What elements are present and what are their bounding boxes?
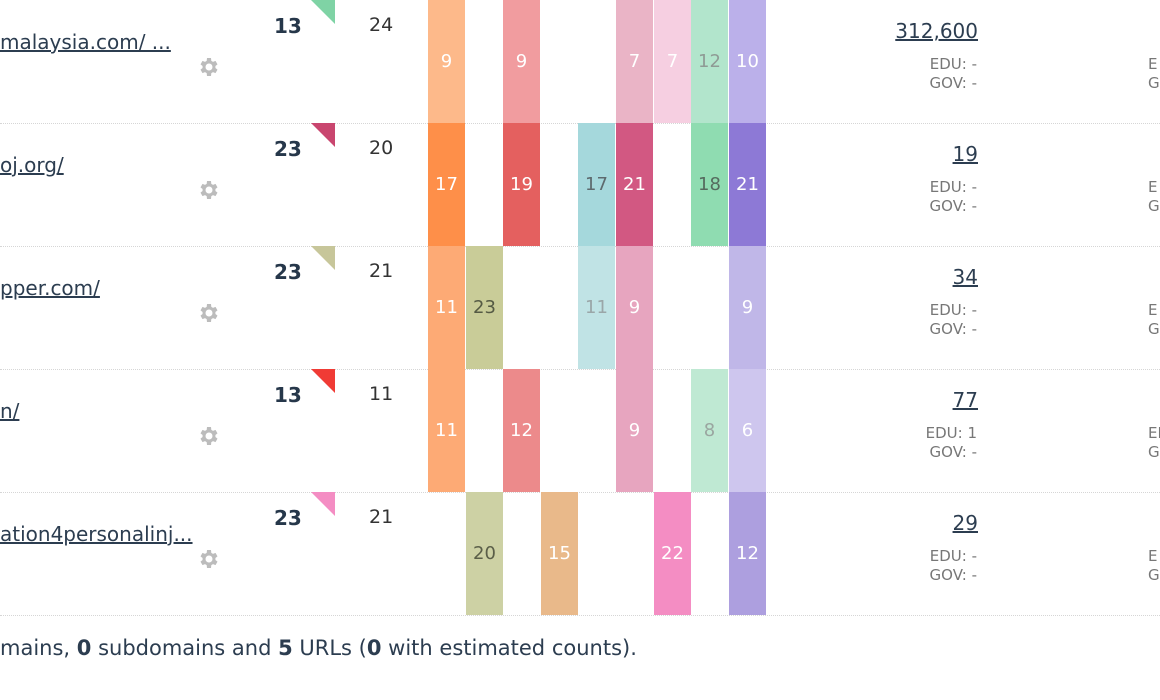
edu-count-clipped: E xyxy=(1148,178,1158,196)
metric-cell: 17 xyxy=(578,123,615,246)
links-count-link[interactable]: 312,600 xyxy=(895,19,978,43)
flag-corner-icon xyxy=(311,0,335,24)
summary-footer: mains, 0 subdomains and 5 URLs (0 with e… xyxy=(0,636,637,660)
metric-cell: 18 xyxy=(691,123,728,246)
gov-count: GOV: - xyxy=(929,443,977,461)
metric-cell: 12 xyxy=(729,492,766,615)
edu-count-clipped: E xyxy=(1148,547,1158,565)
table-row: malaysia.com/ ... 13 24 9 9 7 7 12 10 312,600 EDU:… xyxy=(0,0,1160,124)
edu-count: EDU: - xyxy=(929,547,977,565)
gov-count-clipped: G xyxy=(1148,566,1160,584)
metric-cell: 9 xyxy=(729,246,766,369)
metric-cell: 7 xyxy=(654,0,691,123)
gear-icon[interactable] xyxy=(196,178,220,202)
metric-cell: 8 xyxy=(691,369,728,492)
edu-count: EDU: - xyxy=(929,301,977,319)
flag-corner-icon xyxy=(311,369,335,393)
metric-cell: 7 xyxy=(616,0,653,123)
row-count: 11 xyxy=(369,383,394,405)
gov-count: GOV: - xyxy=(929,320,977,338)
links-count-link[interactable]: 19 xyxy=(952,142,978,166)
metric-cell: 12 xyxy=(691,0,728,123)
row-score: 13 xyxy=(274,383,302,407)
gov-count: GOV: - xyxy=(929,74,977,92)
metric-cell: 11 xyxy=(428,246,465,369)
metric-cell: 21 xyxy=(616,123,653,246)
metric-cell: 22 xyxy=(654,492,691,615)
gear-icon[interactable] xyxy=(196,55,220,79)
flag-corner-icon xyxy=(311,123,335,147)
edu-count-clipped: E xyxy=(1148,55,1158,73)
row-count: 20 xyxy=(369,137,394,159)
row-score: 23 xyxy=(274,506,302,530)
gov-count-clipped: G xyxy=(1148,320,1160,338)
footer-subdomains-count: 0 xyxy=(76,636,92,660)
edu-count-clipped: E xyxy=(1148,301,1158,319)
metric-cell: 15 xyxy=(541,492,578,615)
row-url-link[interactable]: pper.com/ xyxy=(0,276,100,300)
links-count-link[interactable]: 29 xyxy=(952,511,978,535)
metric-cell: 19 xyxy=(503,123,540,246)
metric-cell: 17 xyxy=(428,123,465,246)
row-count: 24 xyxy=(369,14,394,36)
row-score: 23 xyxy=(274,260,302,284)
metric-cell: 12 xyxy=(503,369,540,492)
row-url-link[interactable]: ation4personalinj... xyxy=(0,522,193,546)
row-url-link[interactable]: oj.org/ xyxy=(0,153,64,177)
gov-count-clipped: G xyxy=(1148,74,1160,92)
metric-cell: 20 xyxy=(466,492,503,615)
metric-cell: 11 xyxy=(578,246,615,369)
gov-count: GOV: - xyxy=(929,197,977,215)
metric-cell: 6 xyxy=(729,369,766,492)
metric-cell: 21 xyxy=(729,123,766,246)
gear-icon[interactable] xyxy=(196,301,220,325)
table-row: ation4personalinj... 23 21 20 15 22 12 29 EDU: -… xyxy=(0,492,1160,616)
metric-cell: 10 xyxy=(729,0,766,123)
metric-cell: 9 xyxy=(616,369,653,492)
gear-icon[interactable] xyxy=(196,424,220,448)
edu-count: EDU: 1 xyxy=(925,424,977,442)
footer-urls-count: 5 xyxy=(278,636,293,660)
metric-cell: 11 xyxy=(428,369,465,492)
row-url-link[interactable]: n/ xyxy=(0,399,20,423)
footer-text: URLs ( xyxy=(292,636,367,660)
footer-text: mains, xyxy=(0,636,77,660)
flag-corner-icon xyxy=(311,246,335,270)
metric-cell: 9 xyxy=(428,0,465,123)
metric-cell: 9 xyxy=(616,246,653,369)
edu-count: EDU: - xyxy=(929,178,977,196)
row-count: 21 xyxy=(369,506,394,528)
gov-count-clipped: G xyxy=(1148,197,1160,215)
row-score: 13 xyxy=(274,14,302,38)
gov-count: GOV: - xyxy=(929,566,977,584)
links-count-link[interactable]: 77 xyxy=(952,388,978,412)
row-count: 21 xyxy=(369,260,394,282)
flag-corner-icon xyxy=(311,492,335,516)
footer-estimated-count: 0 xyxy=(366,636,382,660)
edu-count: EDU: - xyxy=(929,55,977,73)
metric-cell: 9 xyxy=(503,0,540,123)
footer-text: subdomains and xyxy=(91,636,279,660)
metric-cell: 23 xyxy=(466,246,503,369)
footer-text: with estimated counts). xyxy=(381,636,637,660)
row-url-link[interactable]: malaysia.com/ ... xyxy=(0,30,171,54)
edu-count-clipped: ED xyxy=(1148,424,1160,442)
row-score: 23 xyxy=(274,137,302,161)
gear-icon[interactable] xyxy=(196,547,220,571)
links-count-link[interactable]: 34 xyxy=(952,265,978,289)
gov-count-clipped: G xyxy=(1148,443,1160,461)
